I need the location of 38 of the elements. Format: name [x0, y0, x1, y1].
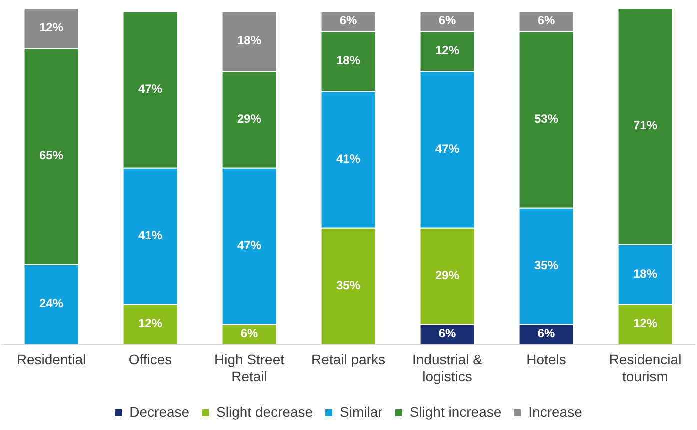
- legend-label: Increase: [528, 404, 583, 420]
- data-label: 47%: [237, 238, 262, 252]
- data-label: 12%: [138, 316, 163, 331]
- data-label: 18%: [633, 266, 658, 281]
- x-tick-label: Industrial & logistics: [412, 352, 484, 384]
- x-tick-label: Residential: [16, 352, 86, 368]
- data-label: 65%: [39, 148, 64, 163]
- data-label: 12%: [435, 44, 460, 58]
- data-label: 6%: [240, 326, 258, 341]
- data-label: 12%: [39, 20, 64, 34]
- data-label: 41%: [138, 228, 163, 242]
- legend-label: Decrease: [130, 404, 190, 420]
- data-label: 6%: [340, 14, 358, 28]
- data-label: 6%: [538, 14, 556, 28]
- data-label: 47%: [435, 142, 460, 156]
- x-tick-label: Retail parks: [312, 352, 386, 368]
- legend-label: Slight decrease: [216, 404, 314, 420]
- data-label: 35%: [534, 258, 559, 272]
- data-label: 18%: [237, 34, 262, 48]
- x-tick-label: Hotels: [526, 352, 566, 368]
- data-label: 29%: [237, 112, 262, 126]
- data-label: 6%: [438, 14, 456, 28]
- x-tick-label: Offices: [128, 352, 172, 368]
- data-label: 71%: [633, 118, 658, 133]
- data-label: 6%: [538, 326, 556, 341]
- x-tick-label: Residencial tourism: [609, 352, 682, 384]
- x-tick-label: High Street Retail: [214, 352, 285, 384]
- data-label: 18%: [336, 54, 361, 68]
- data-label: 41%: [336, 152, 361, 166]
- data-label: 35%: [336, 278, 361, 292]
- data-label: 53%: [534, 112, 559, 126]
- data-label: 47%: [138, 82, 163, 96]
- data-label: 6%: [438, 326, 456, 341]
- data-label: 29%: [435, 268, 460, 282]
- legend-label: Similar: [340, 404, 384, 420]
- legend-label: Slight increase: [410, 404, 502, 420]
- data-label: 12%: [633, 316, 658, 331]
- data-label: 24%: [39, 296, 64, 311]
